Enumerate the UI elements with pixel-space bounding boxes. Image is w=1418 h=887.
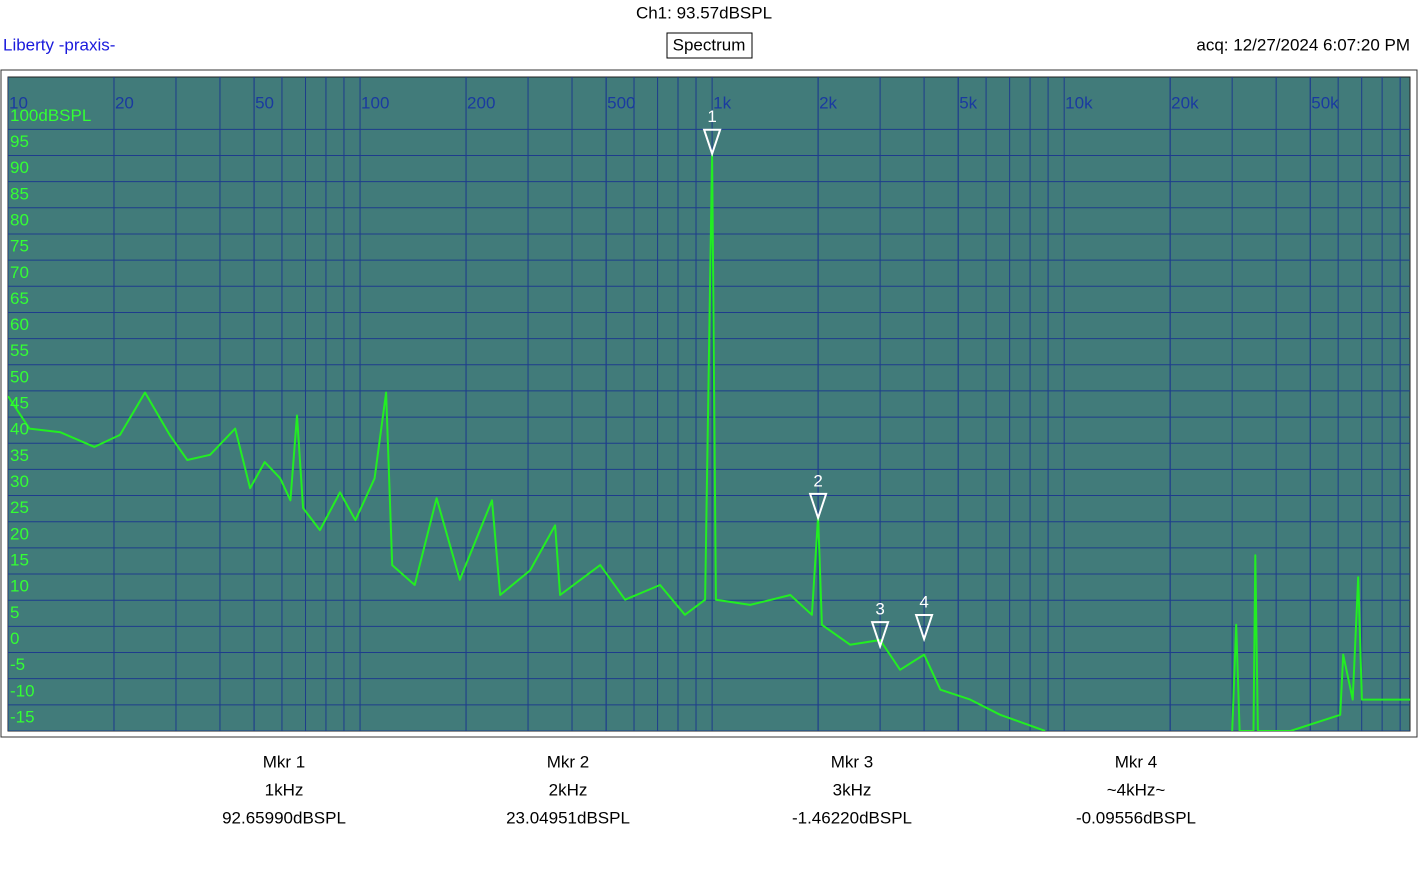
marker-frequency: 2kHz xyxy=(549,780,588,799)
marker-name: Mkr 1 xyxy=(263,752,306,771)
timestamp: acq: 12/27/2024 6:07:20 PM xyxy=(1196,35,1410,54)
marker-name: Mkr 3 xyxy=(831,752,874,771)
x-tick-label: 100 xyxy=(361,93,389,112)
marker-frequency: 3kHz xyxy=(833,780,872,799)
marker-number: 1 xyxy=(707,107,716,126)
y-tick-label: 10 xyxy=(10,577,29,596)
marker-triangle xyxy=(870,621,890,650)
plot-layer xyxy=(8,77,1410,731)
y-tick-label: 60 xyxy=(10,315,29,334)
marker-name: Mkr 2 xyxy=(547,752,590,771)
x-tick-label: 20 xyxy=(115,93,134,112)
y-tick-label: 75 xyxy=(10,237,29,256)
marker-triangle xyxy=(808,492,828,522)
x-tick-label: 1k xyxy=(713,93,731,112)
x-tick-label: 200 xyxy=(467,93,495,112)
spectrum-line xyxy=(8,154,1410,731)
x-tick-label: 50 xyxy=(255,93,274,112)
y-tick-label: 90 xyxy=(10,158,29,177)
y-tick-label: 100dBSPL xyxy=(10,106,91,125)
x-tick-label: 2k xyxy=(819,93,837,112)
y-tick-label: -10 xyxy=(10,681,35,700)
marker-number: 3 xyxy=(875,600,884,619)
y-tick-label: 25 xyxy=(10,498,29,517)
x-tick-label: 10 xyxy=(9,93,28,112)
y-tick-label: 45 xyxy=(10,394,29,413)
x-tick-label: 20k xyxy=(1171,93,1199,112)
y-tick-label: 70 xyxy=(10,263,29,282)
marker-number: 4 xyxy=(919,593,928,612)
y-tick-label: 65 xyxy=(10,289,29,308)
marker-triangle xyxy=(914,614,934,643)
y-tick-label: 95 xyxy=(10,132,29,151)
y-tick-label: 0 xyxy=(10,629,19,648)
y-tick-label: 40 xyxy=(10,420,29,439)
device-name: Liberty -praxis- xyxy=(3,35,115,54)
marker-frequency: 1kHz xyxy=(265,780,304,799)
y-tick-label: 35 xyxy=(10,446,29,465)
y-tick-label: 85 xyxy=(10,184,29,203)
y-tick-label: 55 xyxy=(10,341,29,360)
y-tick-label: -5 xyxy=(10,655,25,674)
marker-name: Mkr 4 xyxy=(1115,752,1158,771)
x-tick-label: 500 xyxy=(607,93,635,112)
chart-title: Spectrum xyxy=(673,35,746,54)
y-tick-label: 50 xyxy=(10,367,29,386)
title-box xyxy=(666,32,753,59)
marker-triangle xyxy=(702,128,722,157)
marker-value: 92.65990dBSPL xyxy=(222,808,346,827)
y-tick-label: -15 xyxy=(10,707,35,726)
x-tick-label: 10k xyxy=(1065,93,1093,112)
y-tick-label: 20 xyxy=(10,524,29,543)
channel-reading: Ch1: 93.57dBSPL xyxy=(636,3,772,22)
y-tick-label: 5 xyxy=(10,603,19,622)
marker-number: 2 xyxy=(813,471,822,490)
x-tick-label: 5k xyxy=(959,93,977,112)
y-tick-label: 15 xyxy=(10,551,29,570)
y-tick-label: 30 xyxy=(10,472,29,491)
x-tick-label: 50k xyxy=(1311,93,1339,112)
marker-value: -0.09556dBSPL xyxy=(1076,808,1196,827)
y-tick-label: 80 xyxy=(10,210,29,229)
marker-value: 23.04951dBSPL xyxy=(506,808,630,827)
marker-value: -1.46220dBSPL xyxy=(792,808,912,827)
marker-frequency: ~4kHz~ xyxy=(1107,780,1166,799)
